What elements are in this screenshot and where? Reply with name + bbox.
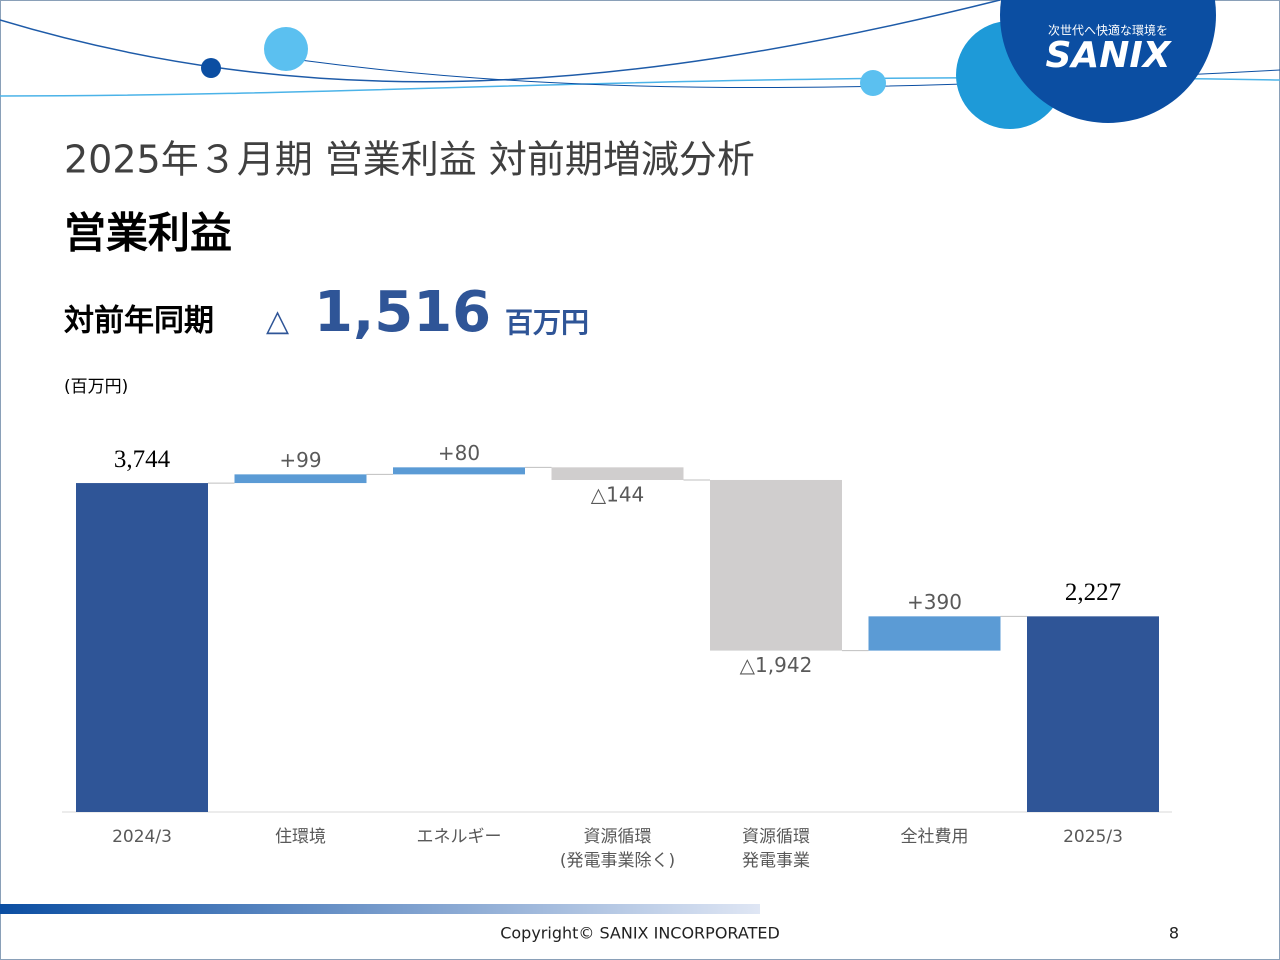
- bar: [1027, 616, 1159, 812]
- unit-label: (百万円): [64, 377, 128, 397]
- value-label: 3,744: [114, 446, 171, 473]
- x-tick-label: 住環境: [275, 827, 326, 847]
- bar: [393, 467, 525, 475]
- bar: [710, 479, 842, 651]
- bar: [551, 467, 684, 480]
- logo-circle: [1000, 0, 1216, 123]
- bar: [76, 483, 208, 812]
- x-tick-label-line: 全社費用: [901, 827, 969, 847]
- x-tick-label: 2025/3: [1063, 827, 1123, 847]
- headline-change: △: [266, 304, 289, 339]
- x-tick-label: 資源循環 (発電事業除く): [560, 827, 675, 871]
- value-label: △144: [591, 482, 645, 506]
- deco-circle: [201, 58, 221, 78]
- x-tick-label: 全社費用: [901, 827, 969, 847]
- x-tick-label: エネルギー: [417, 827, 502, 847]
- value-label: △1,942: [740, 653, 813, 677]
- deco-curve: [0, 0, 1001, 83]
- x-tick-label-line: 2024/3: [112, 827, 172, 847]
- copyright: Copyright© SANIX INCORPORATED: [500, 924, 780, 943]
- logo-name: SANIX: [1045, 35, 1172, 76]
- headline-value: 1,516: [314, 280, 491, 345]
- x-tick-label: 資源循環発電事業: [742, 827, 810, 871]
- logo-tagline: 次世代へ快適な環境を: [1048, 23, 1168, 38]
- x-tick-label-line: エネルギー: [417, 827, 502, 847]
- value-label: +390: [907, 590, 962, 614]
- value-label: +80: [438, 441, 480, 465]
- headline-unit: 百万円: [505, 306, 589, 339]
- headline-label: 対前年同期: [64, 304, 214, 339]
- title: 2025年３月期 営業利益 対前期増減分析: [64, 138, 755, 182]
- subtitle: 営業利益: [64, 209, 232, 258]
- deco-circle: [264, 27, 308, 71]
- x-tick-label-line: (発電事業除く): [560, 851, 675, 871]
- bar: [234, 474, 367, 484]
- x-tick-label: 2024/3: [112, 827, 172, 847]
- x-tick-label-line: 住環境: [275, 827, 326, 847]
- x-tick-label-line: 資源循環: [584, 827, 652, 847]
- x-tick-label-line: 資源循環: [742, 827, 810, 847]
- footer-bar: [0, 904, 760, 914]
- x-tick-label-line: 発電事業: [742, 851, 810, 871]
- page-number: 8: [1169, 924, 1179, 943]
- value-label: +99: [279, 448, 321, 472]
- bar: [868, 616, 1001, 651]
- deco-circle: [860, 70, 886, 96]
- x-tick-label-line: 2025/3: [1063, 827, 1123, 847]
- value-label: 2,227: [1065, 579, 1121, 606]
